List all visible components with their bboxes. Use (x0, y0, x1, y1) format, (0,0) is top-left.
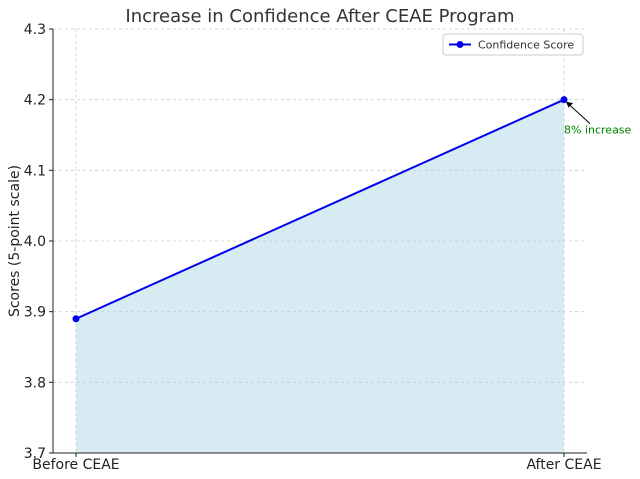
annotation-arrowhead (566, 101, 573, 108)
annotation-label: 8% increase (564, 124, 632, 137)
y-tick-label: 4.3 (24, 22, 46, 38)
legend: Confidence Score (442, 33, 584, 56)
legend-label: Confidence Score (478, 39, 574, 52)
area-fill (76, 99, 564, 454)
annotations: 8% increase (564, 101, 632, 137)
legend-marker (456, 41, 464, 48)
y-tick-labels: 3.7 3.8 3.9 4.0 4.1 4.2 4.3 (24, 22, 46, 462)
y-tick-label: 4.1 (24, 163, 46, 179)
data-point-1 (560, 96, 568, 104)
y-tick-label: 4.0 (24, 234, 46, 250)
annotation-arrow (566, 102, 591, 125)
y-axis-label: Scores (5-point scale) (7, 165, 23, 317)
area-fill-0 (76, 99, 564, 454)
x-tick-label: After CEAE (526, 457, 601, 473)
y-tick-label: 3.7 (24, 446, 46, 462)
y-tick-label: 3.8 (24, 375, 46, 391)
data-point-0 (72, 315, 80, 323)
axes (49, 28, 587, 457)
series-line (75, 98, 565, 320)
series-lines (72, 96, 568, 323)
legend-box (442, 33, 584, 56)
chart-title: Increase in Confidence After CEAE Progra… (125, 6, 514, 27)
x-tick-labels: Before CEAE After CEAE (32, 457, 601, 473)
y-tick-label: 3.9 (24, 305, 46, 321)
y-tick-label: 4.2 (24, 93, 46, 109)
x-tick-label: Before CEAE (32, 457, 119, 473)
